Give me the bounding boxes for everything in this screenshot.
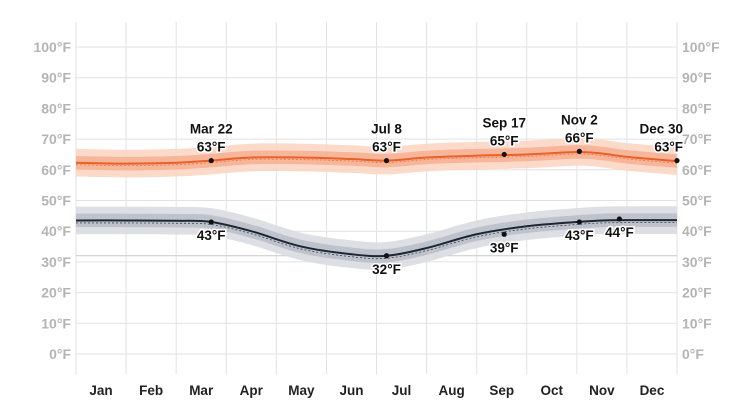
y-tick-label-right: 60°F — [682, 162, 712, 178]
annotation-date: Sep 17 — [482, 115, 526, 130]
y-tick-label-left: 70°F — [41, 131, 71, 147]
y-tick-label-left: 30°F — [41, 254, 71, 270]
y-tick-label-right: 90°F — [682, 70, 712, 86]
y-tick-label-right: 100°F — [682, 39, 720, 55]
y-tick-label-left: 80°F — [41, 100, 71, 116]
marker-layer — [208, 148, 680, 259]
annotation-marker — [208, 157, 214, 164]
annotation-date: Jul 8 — [371, 122, 402, 137]
annotation-marker — [501, 231, 507, 237]
month-label: Aug — [439, 383, 465, 398]
month-label: Sep — [489, 383, 514, 398]
month-label: Nov — [589, 383, 615, 398]
high-band-inner — [76, 145, 677, 171]
annotation-marker — [383, 157, 390, 164]
y-tick-label-right: 80°F — [682, 100, 712, 116]
annotation-date: Nov 2 — [561, 112, 598, 127]
annotation-marker — [674, 157, 680, 164]
annotation-value: 63°F — [197, 140, 226, 155]
y-tick-label-left: 60°F — [41, 162, 71, 178]
y-tick-label-left: 10°F — [41, 315, 71, 331]
month-label: Jan — [89, 383, 112, 398]
annotation-value: 32°F — [372, 262, 401, 277]
annotation-marker — [616, 216, 623, 222]
month-label: Mar — [189, 383, 214, 398]
y-tick-label-left: 40°F — [41, 223, 71, 239]
label-layer: 0°F 0°F 10°F 10°F 20°F 20°F 30°F 30°F 40°F 40°F 50… — [33, 39, 719, 398]
y-tick-label-right: 30°F — [682, 254, 712, 270]
month-label: Jun — [339, 383, 363, 398]
y-tick-label-right: 40°F — [682, 223, 712, 239]
y-tick-label-right: 10°F — [682, 315, 712, 331]
annotation-value: 66°F — [565, 130, 594, 145]
y-tick-label-right: 70°F — [682, 131, 712, 147]
annotation-value: 44°F — [605, 225, 634, 240]
y-tick-label-left: 50°F — [41, 193, 71, 209]
annotation-date: Mar 22 — [190, 122, 233, 137]
annotation-date: Dec 30 — [639, 122, 683, 137]
month-label: Dec — [640, 383, 665, 398]
y-tick-label-right: 50°F — [682, 193, 712, 209]
month-label: Feb — [139, 383, 163, 398]
annotation-marker — [383, 253, 390, 259]
y-tick-label-right: 20°F — [682, 285, 712, 301]
annotation-marker — [576, 148, 582, 154]
annotation-marker — [501, 151, 507, 158]
annotation-value: 43°F — [197, 228, 226, 243]
y-tick-label-left: 20°F — [41, 285, 71, 301]
month-label: Apr — [240, 383, 264, 398]
annotation-marker — [208, 219, 214, 225]
month-label: Oct — [541, 383, 564, 398]
annotation-value: 43°F — [565, 228, 594, 243]
grid-layer — [75, 22, 678, 374]
annotation-value: 39°F — [490, 240, 519, 255]
month-label: May — [288, 383, 315, 398]
y-tick-label-left: 0°F — [49, 346, 71, 362]
y-tick-label-left: 100°F — [33, 39, 71, 55]
annotation-value: 63°F — [372, 140, 401, 155]
y-tick-label-left: 90°F — [41, 70, 71, 86]
annotation-marker — [576, 219, 582, 225]
annotation-value: 65°F — [490, 133, 519, 148]
month-label: Jul — [392, 383, 412, 398]
annotation-value: 63°F — [654, 140, 683, 155]
y-tick-label-right: 0°F — [682, 346, 704, 362]
